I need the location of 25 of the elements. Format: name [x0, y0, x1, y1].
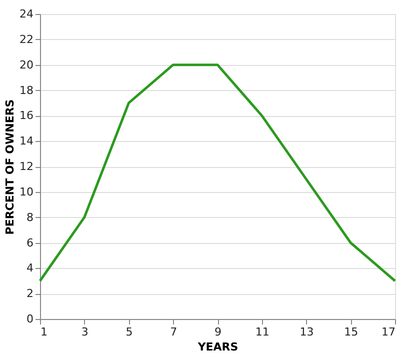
- x-tick-label: 13: [300, 326, 314, 338]
- x-tick-label: 17: [382, 326, 396, 338]
- y-tick-label: 10: [20, 185, 34, 198]
- y-tick-label: 12: [20, 160, 34, 173]
- x-axis-title: YEARS: [196, 340, 238, 354]
- y-tick-label: 6: [26, 236, 34, 250]
- y-tick-label: 24: [20, 8, 34, 20]
- y-tick-label: 20: [20, 58, 34, 72]
- x-tick-label: 7: [170, 326, 178, 338]
- y-tick-label: 18: [20, 84, 34, 97]
- x-tick-label: 11: [255, 326, 270, 338]
- y-tick-label: 4: [26, 262, 34, 275]
- y-axis-title: PERCENT OF OWNERS: [4, 99, 17, 235]
- y-tick-label: 22: [20, 32, 34, 46]
- x-tick-label: 3: [81, 326, 88, 338]
- y-tick-label: 0: [26, 312, 34, 326]
- x-tick-label: 9: [214, 326, 222, 338]
- x-tick-label: 5: [126, 326, 133, 338]
- y-tick-label: 14: [20, 134, 34, 148]
- line-series: [38, 64, 396, 282]
- y-tick-label: 16: [20, 109, 34, 122]
- x-tick-label: 15: [344, 326, 358, 338]
- y-tick-label: 2: [26, 287, 34, 300]
- y-tick-label: 8: [26, 210, 34, 224]
- x-tick-label: 1: [40, 326, 48, 338]
